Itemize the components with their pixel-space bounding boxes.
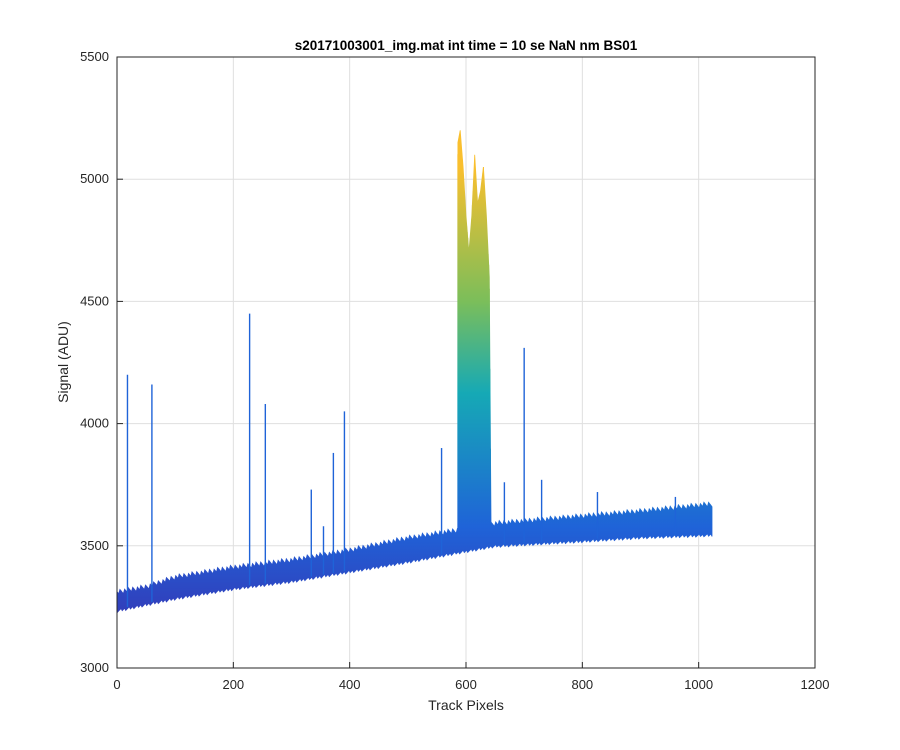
x-tick-label: 400 (339, 677, 361, 692)
baseline-band (117, 501, 713, 614)
ticks: 0 200 400 600 800 1000 1200 3000 3500 4000 4500 500… (80, 49, 829, 692)
x-tick-label: 200 (222, 677, 244, 692)
y-tick-label: 4000 (80, 416, 109, 431)
y-tick-label: 4500 (80, 293, 109, 308)
x-tick-label: 800 (571, 677, 593, 692)
chart-title: s20171003001_img.mat int time = 10 se Na… (295, 38, 638, 53)
x-axis-label: Track Pixels (428, 697, 504, 713)
y-tick-label: 5500 (80, 49, 109, 64)
data-layer (117, 130, 713, 614)
y-axis-label: Signal (ADU) (55, 321, 71, 403)
x-tick-label: 1000 (684, 677, 713, 692)
y-tick-label: 3500 (80, 538, 109, 553)
y-tick-label: 5000 (80, 171, 109, 186)
x-tick-label: 0 (113, 677, 120, 692)
x-tick-label: 1200 (801, 677, 830, 692)
x-tick-label: 600 (455, 677, 477, 692)
y-tick-label: 3000 (80, 660, 109, 675)
